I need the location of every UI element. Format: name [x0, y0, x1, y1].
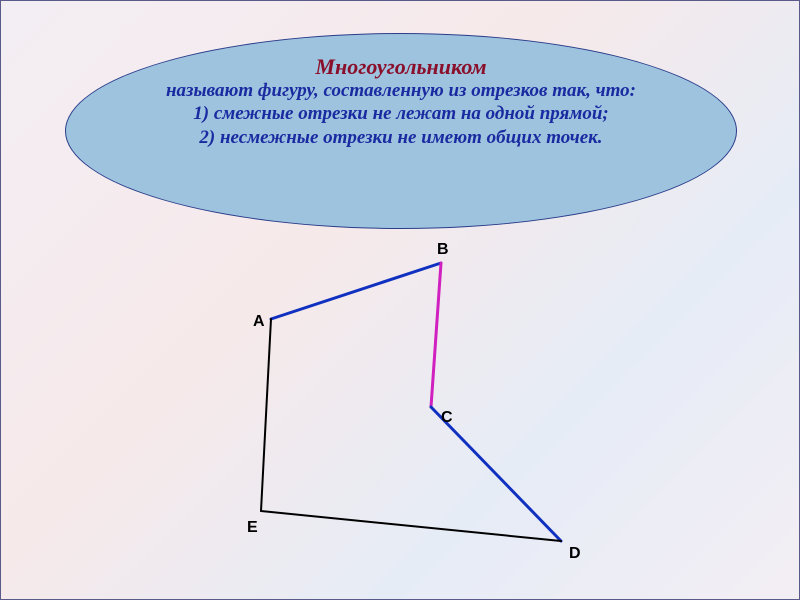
polygon-diagram — [1, 1, 800, 600]
edge-ea — [261, 319, 271, 511]
vertex-label-e: E — [247, 519, 258, 537]
slide: Многоугольником называют фигуру, составл… — [0, 0, 800, 600]
vertex-label-b: B — [437, 241, 449, 259]
edge-de — [261, 511, 561, 541]
edge-ab — [271, 263, 441, 319]
edge-bc — [431, 263, 441, 407]
edge-cd — [431, 407, 561, 541]
vertex-label-d: D — [569, 545, 581, 563]
vertex-label-c: C — [441, 409, 453, 427]
vertex-label-a: A — [253, 313, 265, 331]
